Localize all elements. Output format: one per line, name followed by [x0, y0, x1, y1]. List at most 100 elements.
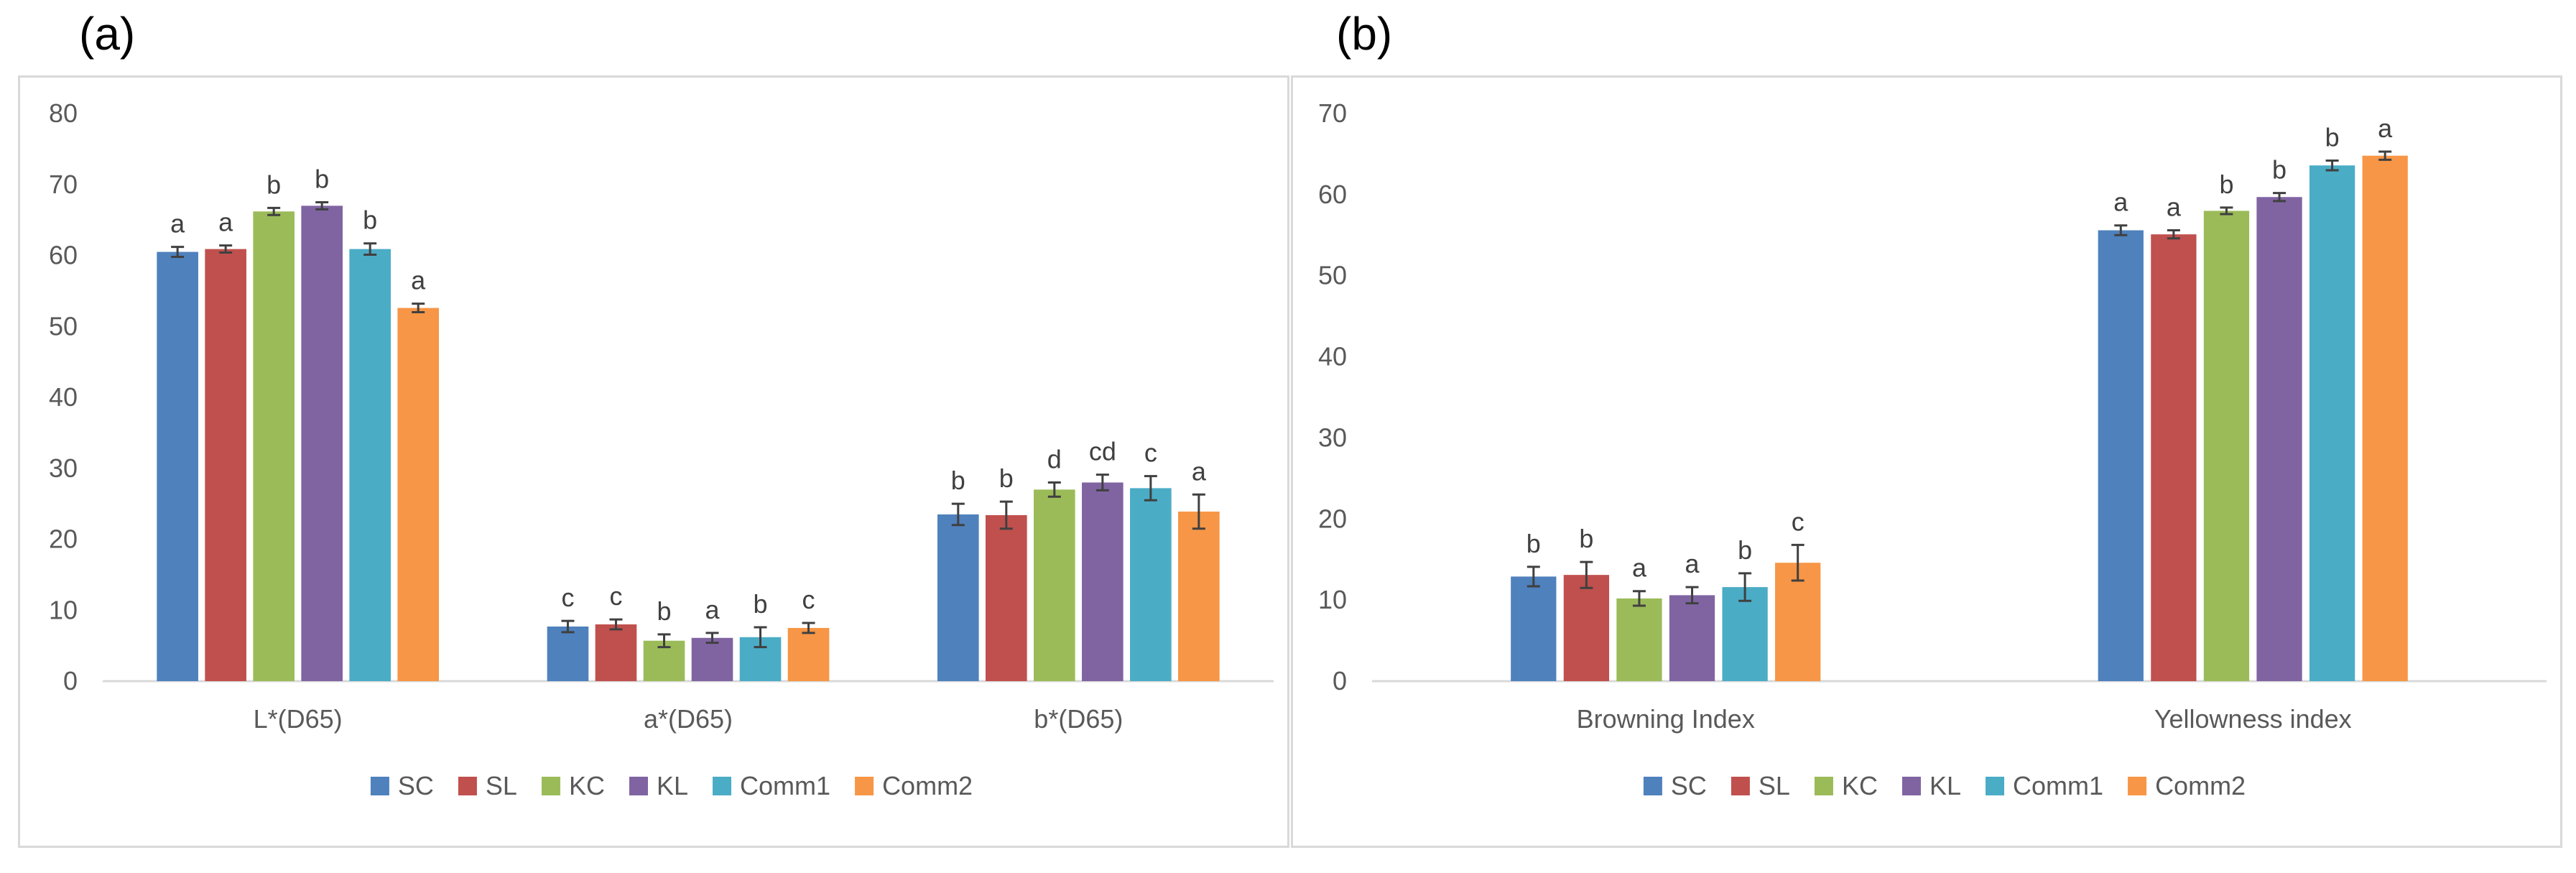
bar-sc-l-d65 [157, 251, 198, 681]
bar-comm2-l-d65 [397, 308, 440, 681]
legend-swatch-comm2 [855, 777, 874, 795]
y-tick-label: 80 [49, 98, 78, 128]
data-label-comm1-l-d65: b [363, 205, 377, 235]
data-label-sc-l-d65: a [170, 209, 185, 239]
bar-comm2-browning-index [1775, 563, 1821, 681]
data-label-comm2-yellowness-index: a [2378, 114, 2393, 143]
bar-sl-browning-index [1563, 575, 1610, 681]
legend-label-kc: KC [569, 771, 605, 800]
data-label-sc-browning-index: b [1526, 529, 1541, 558]
bar-kc-yellowness-index [2203, 211, 2250, 681]
data-label-kl-browning-index: a [1685, 549, 1700, 578]
legend-swatch-comm1 [713, 777, 732, 795]
bar-comm1-browning-index [1722, 587, 1768, 681]
bar-kl-l-d65 [301, 205, 343, 681]
bar-sl-yellowness-index [2151, 234, 2197, 681]
legend-swatch-kl [629, 777, 648, 795]
category-label-a-d65: a*(D65) [644, 704, 733, 734]
bar-sc-b-d65 [937, 514, 979, 681]
data-label-comm1-yellowness-index: b [2325, 122, 2340, 152]
data-label-comm2-a-d65: c [802, 585, 815, 614]
chart-panel-b: 0 10 20 30 40 50 60 70 Browning Index b b a a b c Yello… [1291, 75, 2562, 848]
data-label-sl-yellowness-index: a [2167, 193, 2182, 222]
y-tick-label: 70 [49, 170, 78, 199]
legend-label-kl: KL [657, 771, 688, 800]
y-tick-label: 30 [1318, 422, 1347, 452]
panel-label-a: (a) [79, 8, 136, 60]
data-label-sc-yellowness-index: a [2113, 188, 2128, 217]
legend: SC SL KC KL Comm1 Comm2 [370, 771, 973, 800]
legend-label-sl: SL [1759, 771, 1790, 800]
y-tick-label: 70 [1318, 98, 1347, 128]
data-label-comm2-b-d65: a [1192, 456, 1207, 486]
legend-label-comm2: Comm2 [2155, 771, 2246, 800]
legend-label-comm1: Comm1 [740, 771, 830, 800]
legend-swatch-sl [458, 777, 477, 795]
legend-swatch-sc [370, 777, 389, 795]
data-label-sc-b-d65: b [951, 466, 965, 495]
data-label-kc-l-d65: b [267, 170, 281, 199]
y-tick-label: 40 [1318, 342, 1347, 371]
data-label-comm1-browning-index: b [1738, 535, 1752, 565]
legend-label-kc: KC [1842, 771, 1878, 800]
data-label-sc-a-d65: c [561, 583, 574, 612]
y-tick-label: 10 [49, 595, 78, 624]
bar-sc-yellowness-index [2098, 230, 2144, 681]
legend: SC SL KC KL Comm1 Comm2 [1643, 771, 2246, 800]
data-label-comm2-browning-index: c [1792, 507, 1804, 536]
data-label-kc-yellowness-index: b [2219, 170, 2233, 199]
legend-label-sc: SC [1671, 771, 1707, 800]
category-label-browning-index: Browning Index [1577, 704, 1755, 734]
legend-label-comm1: Comm1 [2013, 771, 2103, 800]
legend-swatch-kc [1814, 777, 1833, 795]
data-label-comm1-b-d65: c [1144, 438, 1157, 468]
category-label-l-d65: L*(D65) [254, 704, 343, 734]
chart-b-svg: 0 10 20 30 40 50 60 70 Browning Index b b a a b c Yello… [1318, 98, 2547, 800]
bar-kl-yellowness-index [2256, 197, 2302, 681]
bar-sl-l-d65 [205, 249, 246, 681]
bar-kl-browning-index [1669, 595, 1715, 681]
y-tick-label: 0 [63, 666, 78, 696]
legend-label-kl: KL [1929, 771, 1961, 800]
data-label-kl-l-d65: b [315, 164, 329, 193]
bar-comm1-b-d65 [1130, 488, 1172, 681]
bar-comm1-l-d65 [349, 249, 391, 681]
legend-label-sc: SC [398, 771, 434, 800]
bar-kl-a-d65 [691, 637, 733, 681]
y-tick-label: 30 [49, 453, 78, 483]
legend-label-comm2: Comm2 [882, 771, 973, 800]
chart-a-svg: 0 10 20 30 40 50 60 70 80 L*(D65) a a b b b a a*(D65) c c b… [49, 98, 1274, 800]
bar-sc-browning-index [1511, 576, 1557, 681]
bar-comm2-b-d65 [1178, 511, 1220, 681]
bar-comm2-yellowness-index [2362, 155, 2408, 681]
legend-swatch-kc [541, 777, 560, 795]
data-label-comm2-l-d65: a [411, 266, 426, 295]
data-label-kl-a-d65: a [705, 595, 720, 624]
chart-panel-a: 0 10 20 30 40 50 60 70 80 L*(D65) a a b b b a a*(D65) c c b… [18, 75, 1289, 848]
data-label-sl-b-d65: b [999, 463, 1014, 493]
legend-swatch-kl [1901, 777, 1921, 795]
legend-swatch-sc [1643, 777, 1662, 795]
bar-kc-browning-index [1616, 598, 1662, 681]
bar-comm2-a-d65 [787, 627, 830, 681]
data-label-kl-b-d65: cd [1089, 437, 1116, 466]
bar-kc-b-d65 [1034, 489, 1075, 681]
y-tick-label: 60 [49, 241, 78, 270]
y-tick-label: 20 [1318, 504, 1347, 533]
bar-sc-a-d65 [547, 626, 589, 681]
data-label-sl-a-d65: c [609, 581, 622, 611]
y-tick-label: 10 [1318, 585, 1347, 614]
data-label-sl-browning-index: b [1579, 524, 1593, 553]
chart-b-plot: 0 10 20 30 40 50 60 70 Browning Index b b a a b c Yello… [1318, 98, 2547, 734]
data-label-sl-l-d65: a [218, 208, 233, 237]
chart-a-plot: 0 10 20 30 40 50 60 70 80 L*(D65) a a b b b a a*(D65) c c b… [49, 98, 1274, 734]
bar-comm1-yellowness-index [2309, 165, 2355, 681]
data-label-kc-b-d65: d [1047, 445, 1062, 474]
y-tick-label: 60 [1318, 180, 1347, 209]
legend-swatch-sl [1731, 777, 1750, 795]
legend-swatch-comm1 [1986, 777, 2005, 795]
bar-sl-a-d65 [595, 624, 637, 681]
data-label-kc-a-d65: b [657, 596, 671, 626]
y-tick-label: 0 [1333, 666, 1347, 696]
bar-kl-b-d65 [1082, 482, 1123, 681]
